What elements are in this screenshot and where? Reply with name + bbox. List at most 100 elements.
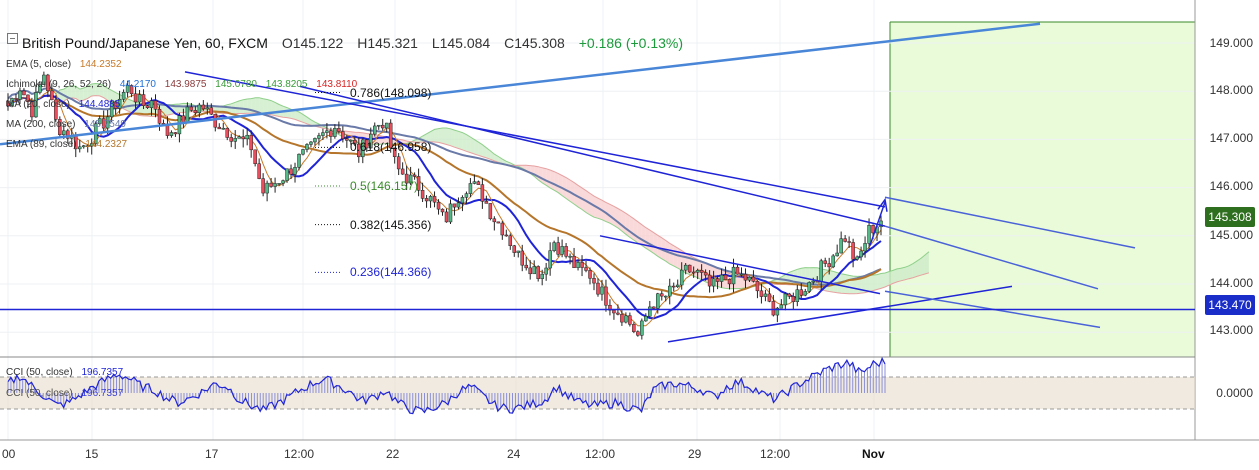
candle-body xyxy=(137,94,142,103)
cloud-segment xyxy=(87,83,92,99)
candle-body xyxy=(436,201,441,210)
cloud-segment xyxy=(450,128,455,148)
cloud-segment xyxy=(924,251,929,275)
candle-body xyxy=(365,139,369,149)
candle-body xyxy=(568,255,572,258)
candle-body xyxy=(851,242,855,260)
candle-body xyxy=(329,130,333,137)
cloud-span-b xyxy=(55,95,930,295)
ma200-line xyxy=(7,87,882,286)
cloud-segment xyxy=(442,127,447,145)
candle-body xyxy=(376,124,381,127)
cloud-segment xyxy=(426,131,431,142)
candle-body xyxy=(197,104,202,114)
trendline-drawings[interactable] xyxy=(0,22,1195,343)
candle-body xyxy=(392,147,397,158)
candle-body xyxy=(823,260,827,264)
cloud-segment xyxy=(789,270,794,285)
candle-body xyxy=(536,266,540,279)
candle-body xyxy=(141,94,146,106)
candle-body xyxy=(472,181,477,184)
candle-body xyxy=(588,270,592,279)
candle-body xyxy=(62,130,66,135)
price-tick: 146.000 xyxy=(1209,179,1253,193)
cloud-segment xyxy=(861,276,866,294)
candle-body xyxy=(552,242,556,251)
candle-body xyxy=(6,100,10,107)
candle-body xyxy=(117,98,122,109)
symbol-header: British Pound/Japanese Yen, 60, FXCM O14… xyxy=(22,35,683,51)
candle-body xyxy=(85,145,90,147)
candle-body xyxy=(620,314,624,323)
symbol-title[interactable]: British Pound/Japanese Yen, 60, FXCM xyxy=(22,35,268,51)
cloud-segment xyxy=(633,218,638,243)
breakout-arrow-head xyxy=(877,197,888,212)
cloud-segment xyxy=(267,99,272,115)
legend-ema5-value: 144.2352 xyxy=(79,59,122,70)
cloud-segment xyxy=(103,85,108,101)
candle-body xyxy=(217,126,222,130)
candle-body xyxy=(687,264,692,273)
cloud-segment xyxy=(247,98,252,114)
cci-line xyxy=(7,356,886,415)
candle-body xyxy=(404,173,409,184)
cloud-segment xyxy=(657,235,662,259)
legend-ema5[interactable]: EMA (5, close) 144.2352 xyxy=(6,59,122,70)
legend-ichimoku[interactable]: Ichimoku (9, 26, 52, 26) 44.2170 143.987… xyxy=(6,79,357,90)
candle-body xyxy=(867,225,871,244)
candle-body xyxy=(257,163,261,179)
candle-body xyxy=(500,222,505,236)
candle-body xyxy=(416,176,421,191)
candle-body xyxy=(225,127,229,138)
candle-body xyxy=(644,315,648,322)
candle-body xyxy=(89,143,94,147)
legend-ma20[interactable]: MA (20, close) 144.4885 xyxy=(6,99,120,110)
ohlc-open: O145.122 xyxy=(281,35,344,51)
candle-body xyxy=(205,107,210,110)
cloud-segment xyxy=(562,175,567,199)
candle-body xyxy=(715,278,720,282)
candle-body xyxy=(349,139,353,142)
cloud-segment xyxy=(570,180,575,205)
candle-body xyxy=(624,315,628,323)
legend-ma200[interactable]: MA (200, close) 145.7549 xyxy=(6,119,126,130)
candle-body xyxy=(345,138,349,141)
candle-body xyxy=(727,279,732,285)
candle-body xyxy=(38,84,42,93)
collapse-toggle-icon[interactable] xyxy=(7,33,18,44)
projection-line-2 xyxy=(884,225,1099,290)
candle-body xyxy=(440,208,445,213)
cloud-segment xyxy=(454,130,459,149)
candle-body xyxy=(596,282,600,295)
legend-cci-secondary[interactable]: CCI (50, close) 196.7357 xyxy=(6,388,123,399)
price-tick: 149.000 xyxy=(1209,36,1253,50)
cloud-segment xyxy=(79,88,84,102)
time-tick: 00 xyxy=(2,447,16,461)
candle-body xyxy=(839,238,843,254)
cloud-segment xyxy=(566,177,571,202)
candle-body xyxy=(30,101,34,118)
legend-cci[interactable]: CCI (50, close) 196.7357 xyxy=(6,367,123,378)
candle-body xyxy=(675,284,680,287)
legend-cci-value: 196.7357 xyxy=(81,367,124,378)
candle-body xyxy=(444,211,449,223)
candle-body xyxy=(369,133,373,149)
cloud-segment xyxy=(900,267,905,281)
candle-body xyxy=(468,183,473,194)
candle-body xyxy=(317,135,321,139)
candle-body xyxy=(233,138,237,142)
cloud-segment xyxy=(885,271,889,287)
legend-ichimoku-v5: 143.8110 xyxy=(316,79,358,90)
candle-body xyxy=(548,250,552,269)
fib-label-0618: 0.618(146.958) xyxy=(350,140,432,154)
candle-body xyxy=(201,104,206,110)
price-tick: 147.000 xyxy=(1209,131,1253,145)
candle-body xyxy=(803,291,808,296)
time-tick-nov: Nov xyxy=(862,447,885,461)
legend-ema89[interactable]: EMA (89, close) 144.2327 xyxy=(6,139,127,150)
candle-body xyxy=(181,115,186,123)
candle-body xyxy=(783,293,788,306)
candle-body xyxy=(185,106,190,123)
cloud-segment xyxy=(546,168,551,188)
